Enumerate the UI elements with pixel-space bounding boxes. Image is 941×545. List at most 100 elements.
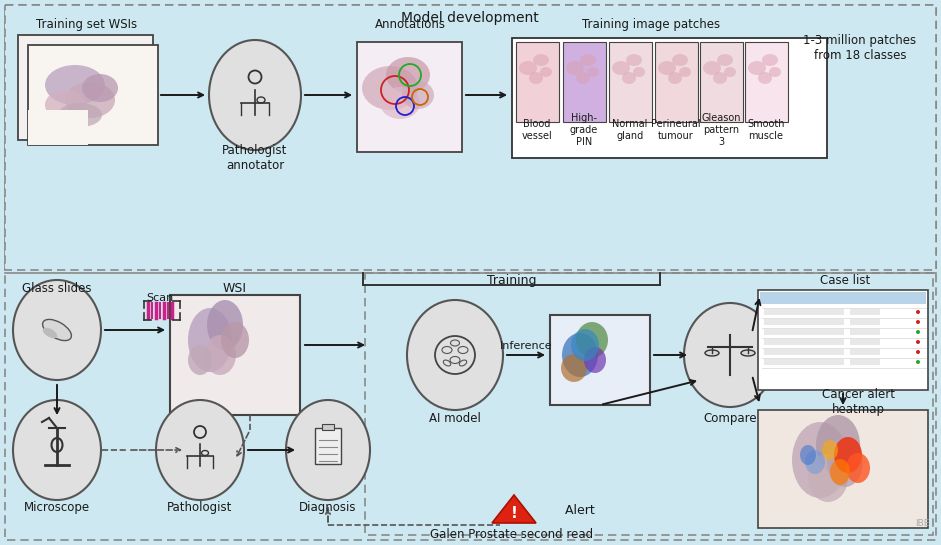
- Ellipse shape: [612, 61, 630, 75]
- Ellipse shape: [762, 54, 778, 66]
- FancyBboxPatch shape: [758, 410, 928, 528]
- FancyBboxPatch shape: [609, 42, 652, 122]
- Ellipse shape: [562, 333, 598, 377]
- Ellipse shape: [584, 347, 606, 373]
- FancyBboxPatch shape: [550, 315, 650, 405]
- Ellipse shape: [519, 61, 537, 75]
- Ellipse shape: [380, 87, 420, 119]
- Ellipse shape: [402, 81, 434, 109]
- FancyBboxPatch shape: [563, 42, 606, 122]
- Ellipse shape: [717, 54, 733, 66]
- Text: Perineural
tumour: Perineural tumour: [651, 119, 701, 141]
- Text: Model development: Model development: [401, 11, 539, 25]
- Ellipse shape: [822, 440, 838, 460]
- Ellipse shape: [221, 322, 249, 358]
- Ellipse shape: [286, 400, 370, 500]
- Ellipse shape: [684, 303, 776, 407]
- Text: AI model: AI model: [429, 411, 481, 425]
- Ellipse shape: [65, 82, 115, 118]
- Ellipse shape: [792, 422, 848, 498]
- FancyBboxPatch shape: [764, 319, 844, 325]
- FancyBboxPatch shape: [850, 319, 880, 325]
- Ellipse shape: [561, 354, 587, 382]
- Text: Microscope: Microscope: [24, 500, 90, 513]
- Ellipse shape: [916, 360, 920, 364]
- Ellipse shape: [668, 72, 682, 84]
- Ellipse shape: [188, 308, 232, 372]
- Ellipse shape: [207, 300, 243, 350]
- FancyBboxPatch shape: [764, 359, 844, 365]
- Text: Galen Prostate second read: Galen Prostate second read: [430, 529, 594, 542]
- Ellipse shape: [42, 328, 57, 338]
- Ellipse shape: [566, 61, 584, 75]
- Ellipse shape: [587, 67, 599, 77]
- FancyBboxPatch shape: [764, 349, 844, 355]
- Text: Scan: Scan: [147, 293, 174, 303]
- Text: Training image patches: Training image patches: [582, 17, 720, 31]
- Ellipse shape: [805, 450, 825, 474]
- FancyBboxPatch shape: [700, 42, 743, 122]
- FancyBboxPatch shape: [850, 349, 880, 355]
- Ellipse shape: [808, 454, 848, 502]
- FancyBboxPatch shape: [170, 295, 300, 415]
- Text: IBE: IBE: [915, 518, 929, 528]
- Ellipse shape: [58, 103, 102, 127]
- FancyBboxPatch shape: [5, 5, 936, 270]
- Text: Pathologist
annotator: Pathologist annotator: [222, 144, 288, 172]
- FancyBboxPatch shape: [850, 309, 880, 315]
- Ellipse shape: [916, 310, 920, 314]
- Text: Blood
vessel: Blood vessel: [521, 119, 552, 141]
- Polygon shape: [492, 495, 536, 523]
- Text: High-
grade
PIN: High- grade PIN: [570, 113, 598, 147]
- FancyBboxPatch shape: [315, 428, 341, 464]
- Ellipse shape: [45, 65, 105, 105]
- FancyBboxPatch shape: [28, 110, 88, 145]
- Ellipse shape: [830, 459, 850, 485]
- Ellipse shape: [679, 67, 691, 77]
- Ellipse shape: [204, 335, 236, 375]
- Ellipse shape: [576, 72, 590, 84]
- Ellipse shape: [703, 61, 721, 75]
- Text: 1-3 million patches
from 18 classes: 1-3 million patches from 18 classes: [804, 34, 917, 62]
- Ellipse shape: [529, 72, 543, 84]
- Ellipse shape: [916, 340, 920, 344]
- FancyBboxPatch shape: [764, 339, 844, 345]
- FancyBboxPatch shape: [850, 359, 880, 365]
- FancyBboxPatch shape: [512, 38, 827, 158]
- Text: Compare: Compare: [703, 411, 757, 425]
- Ellipse shape: [713, 72, 727, 84]
- Ellipse shape: [769, 67, 781, 77]
- Ellipse shape: [188, 345, 212, 375]
- Text: Inference: Inference: [500, 341, 552, 351]
- Text: Annotations: Annotations: [375, 17, 445, 31]
- Ellipse shape: [156, 400, 244, 500]
- Ellipse shape: [724, 67, 736, 77]
- Text: Diagnosis: Diagnosis: [299, 500, 357, 513]
- Ellipse shape: [13, 280, 101, 380]
- Ellipse shape: [916, 320, 920, 324]
- Ellipse shape: [386, 57, 430, 93]
- Ellipse shape: [658, 61, 676, 75]
- Text: Case list: Case list: [820, 274, 870, 287]
- Text: WSI: WSI: [223, 282, 247, 294]
- Ellipse shape: [748, 61, 766, 75]
- FancyBboxPatch shape: [760, 292, 926, 304]
- Ellipse shape: [82, 74, 118, 102]
- Text: !: !: [511, 506, 518, 520]
- FancyBboxPatch shape: [758, 290, 928, 390]
- Ellipse shape: [42, 319, 72, 341]
- FancyBboxPatch shape: [764, 309, 844, 315]
- Ellipse shape: [916, 330, 920, 334]
- Ellipse shape: [45, 90, 85, 120]
- FancyBboxPatch shape: [655, 42, 698, 122]
- Ellipse shape: [13, 400, 101, 500]
- Text: Pathologist: Pathologist: [167, 500, 232, 513]
- FancyBboxPatch shape: [516, 42, 559, 122]
- Ellipse shape: [633, 67, 645, 77]
- Ellipse shape: [672, 54, 688, 66]
- Ellipse shape: [571, 329, 599, 361]
- Ellipse shape: [362, 66, 418, 110]
- FancyBboxPatch shape: [18, 35, 153, 140]
- Ellipse shape: [834, 437, 862, 473]
- Text: Alert: Alert: [557, 504, 595, 517]
